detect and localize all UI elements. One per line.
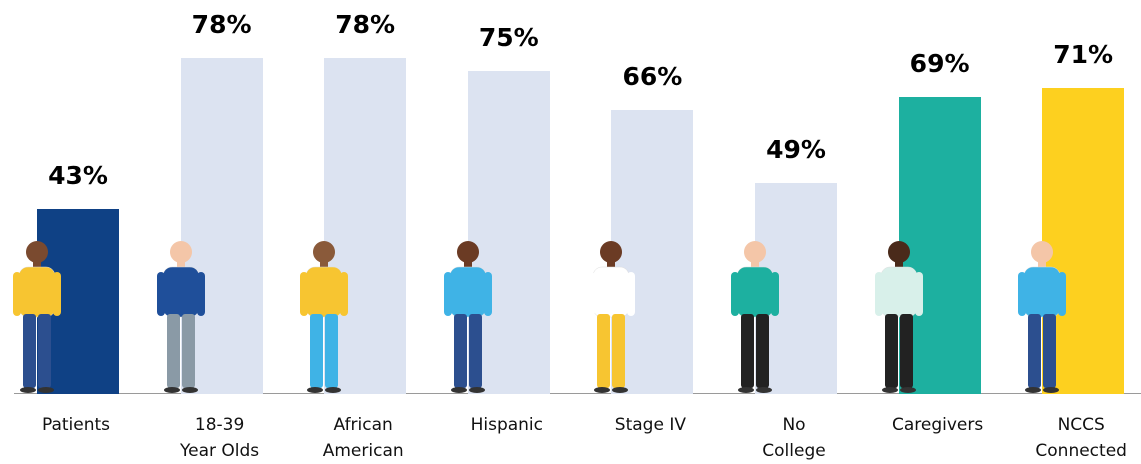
category-label: Stage IV	[614, 415, 686, 435]
person-illustration	[1018, 241, 1067, 393]
category-label: 18-39 Year Olds	[180, 415, 260, 461]
category-label: Patients	[41, 415, 111, 435]
category-label: Caregivers	[891, 415, 984, 435]
person-illustration	[156, 241, 205, 393]
person-illustration	[300, 241, 349, 393]
category-label: Hispanic	[470, 415, 543, 435]
value-label: 75%	[478, 22, 539, 52]
category-label: NCCS Connected	[1035, 415, 1127, 461]
category-label: African American	[322, 415, 404, 461]
value-label: 71%	[1053, 39, 1114, 69]
category-label: No College	[762, 415, 826, 461]
value-label: 43%	[48, 160, 108, 190]
value-label: 69%	[909, 48, 970, 78]
value-label: 78%	[191, 9, 252, 39]
value-label: 66%	[622, 61, 683, 91]
person-illustration	[587, 241, 636, 393]
person-illustration	[874, 241, 923, 393]
person-illustration	[731, 241, 779, 393]
baseline	[14, 393, 1141, 394]
value-label: 49%	[766, 134, 826, 164]
person-illustration	[13, 241, 61, 393]
value-label: 78%	[335, 9, 396, 39]
person-illustration	[443, 241, 492, 393]
